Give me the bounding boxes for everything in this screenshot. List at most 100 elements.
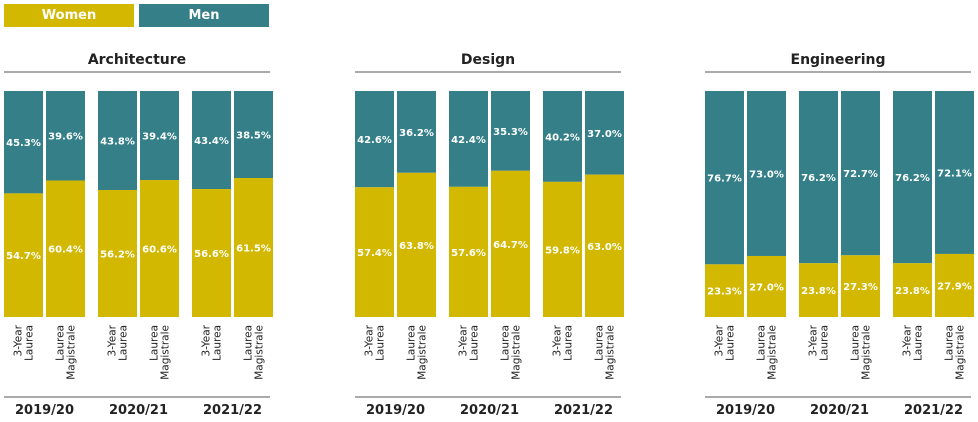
bar-design-2020-21-lm-category-label: LaureaMagistrale [500, 325, 523, 380]
bar-engineering-2021-22-3yr-men [893, 91, 932, 264]
bar-design-2021-22-lm-men-label: 37.0% [587, 129, 622, 140]
bar-design-2019-20-lm-category-label: LaureaMagistrale [406, 325, 429, 380]
bar-engineering-2021-22-lm-men [935, 91, 974, 254]
bar-design-2019-20-lm-men-label: 36.2% [399, 128, 434, 139]
bar-design-2019-20-3yr-women [355, 187, 394, 317]
bar-architecture-2020-21-3yr-men [98, 91, 137, 190]
bar-architecture-2021-22-3yr-category-label: 3-YearLaurea [201, 324, 224, 361]
bar-architecture-2019-20-3yr-category-label: 3-YearLaurea [13, 324, 36, 361]
bar-design-2019-20-3yr-men-label: 42.6% [357, 135, 392, 146]
bar-engineering-2020-21-3yr-women [799, 263, 838, 317]
bar-engineering-2020-21-3yr-men [799, 91, 838, 264]
bar-design-2020-21-lm-men [491, 91, 530, 171]
bar-engineering-2020-21-3yr-category-label: 3-YearLaurea [808, 324, 831, 361]
bar-engineering-2021-22-lm-category-label: LaureaMagistrale [944, 325, 967, 380]
bar-engineering-2020-21-3yr-men-label: 76.2% [801, 173, 836, 184]
bar-architecture-2019-20-lm-women [46, 180, 85, 317]
bar-engineering-2020-21-3yr-women-label: 23.8% [801, 286, 836, 297]
bar-design-2021-22-3yr-category-label: 3-YearLaurea [552, 324, 575, 361]
bar-engineering-2019-20-3yr-women-label: 23.3% [707, 287, 742, 298]
bar-design-2019-20-lm-women-label: 63.8% [399, 241, 434, 252]
bar-design-2020-21-3yr-women-label: 57.6% [451, 248, 486, 259]
bar-engineering-2021-22-lm-women-label: 27.9% [937, 281, 972, 292]
bar-design-2020-21-lm-women [491, 170, 530, 317]
panel-title-architecture: Architecture [88, 52, 186, 68]
bar-engineering-2019-20-3yr-men [705, 91, 744, 265]
bar-architecture-2020-21-3yr-category-label: 3-YearLaurea [107, 324, 130, 361]
bar-engineering-2021-22-3yr-men-label: 76.2% [895, 173, 930, 184]
bar-architecture-2021-22-3yr-men-label: 43.4% [194, 136, 229, 147]
bar-architecture-2019-20-3yr-women [4, 193, 43, 317]
bar-engineering-2020-21-lm-men-label: 72.7% [843, 169, 878, 180]
bar-engineering-2020-21-lm-women-label: 27.3% [843, 282, 878, 293]
year-label-design-2021-22: 2021/22 [554, 403, 613, 418]
bar-design-2021-22-3yr-men-label: 40.2% [545, 132, 580, 143]
bar-engineering-2019-20-lm-category-label: LaureaMagistrale [756, 325, 779, 380]
bar-architecture-2021-22-lm-women [234, 178, 273, 317]
bar-design-2021-22-3yr-women [543, 181, 582, 317]
year-label-design-2020-21: 2020/21 [460, 403, 519, 418]
bar-engineering-2019-20-3yr-category-label: 3-YearLaurea [714, 324, 737, 361]
bar-architecture-2019-20-lm-men-label: 39.6% [48, 132, 83, 143]
bar-design-2021-22-3yr-men [543, 91, 582, 182]
panel-title-design: Design [461, 52, 515, 68]
bar-design-2020-21-3yr-women [449, 186, 488, 317]
year-label-engineering-2020-21: 2020/21 [810, 403, 869, 418]
bar-architecture-2021-22-lm-men [234, 91, 273, 179]
bar-architecture-2020-21-3yr-women-label: 56.2% [100, 249, 135, 260]
bar-engineering-2019-20-3yr-men-label: 76.7% [707, 174, 742, 185]
bar-engineering-2019-20-lm-women-label: 27.0% [749, 282, 784, 293]
bar-design-2019-20-3yr-women-label: 57.4% [357, 248, 392, 259]
year-label-engineering-2021-22: 2021/22 [904, 403, 963, 418]
bar-design-2021-22-lm-men [585, 91, 624, 175]
bar-design-2021-22-lm-category-label: LaureaMagistrale [594, 325, 617, 380]
bar-architecture-2021-22-3yr-men [192, 91, 231, 190]
bar-design-2020-21-3yr-men-label: 42.4% [451, 135, 486, 146]
bar-architecture-2019-20-3yr-men [4, 91, 43, 194]
bar-engineering-2021-22-lm-women [935, 253, 974, 317]
bar-engineering-2019-20-lm-men [747, 91, 786, 256]
bar-architecture-2020-21-lm-category-label: LaureaMagistrale [149, 325, 172, 380]
bar-engineering-2019-20-lm-women [747, 255, 786, 317]
bar-design-2020-21-3yr-men [449, 91, 488, 187]
panel-title-engineering: Engineering [791, 52, 886, 68]
bar-engineering-2019-20-lm-men-label: 73.0% [749, 169, 784, 180]
year-label-architecture-2019-20: 2019/20 [15, 403, 74, 418]
bar-architecture-2019-20-lm-category-label: LaureaMagistrale [55, 325, 78, 380]
bar-architecture-2019-20-3yr-men-label: 45.3% [6, 138, 41, 149]
bar-design-2020-21-lm-women-label: 64.7% [493, 240, 528, 251]
bar-design-2019-20-lm-men [397, 91, 436, 173]
bar-engineering-2021-22-3yr-women [893, 263, 932, 317]
bar-design-2021-22-lm-women-label: 63.0% [587, 242, 622, 253]
bar-design-2021-22-3yr-women-label: 59.8% [545, 245, 580, 256]
bar-architecture-2020-21-lm-men-label: 39.4% [142, 132, 177, 143]
bar-architecture-2021-22-lm-category-label: LaureaMagistrale [243, 325, 266, 380]
bar-architecture-2020-21-3yr-men-label: 43.8% [100, 136, 135, 147]
year-label-architecture-2020-21: 2020/21 [109, 403, 168, 418]
bar-architecture-2020-21-3yr-women [98, 189, 137, 317]
bar-architecture-2020-21-lm-women-label: 60.6% [142, 245, 177, 256]
bar-design-2020-21-lm-men-label: 35.3% [493, 127, 528, 138]
bar-design-2020-21-3yr-category-label: 3-YearLaurea [458, 324, 481, 361]
bar-architecture-2019-20-3yr-women-label: 54.7% [6, 251, 41, 262]
legend-women: Women [4, 4, 134, 27]
bar-engineering-2019-20-3yr-women [705, 264, 744, 317]
bar-design-2019-20-3yr-category-label: 3-YearLaurea [364, 324, 387, 361]
bar-engineering-2020-21-lm-category-label: LaureaMagistrale [850, 325, 873, 380]
legend-men: Men [139, 4, 269, 27]
bar-design-2021-22-lm-women [585, 174, 624, 317]
bar-engineering-2020-21-lm-men [841, 91, 880, 256]
bar-architecture-2021-22-lm-women-label: 61.5% [236, 244, 271, 255]
year-label-engineering-2019-20: 2019/20 [716, 403, 775, 418]
year-label-architecture-2021-22: 2021/22 [203, 403, 262, 418]
bar-architecture-2021-22-3yr-women [192, 189, 231, 317]
bar-architecture-2021-22-lm-men-label: 38.5% [236, 131, 271, 142]
bar-design-2019-20-3yr-men [355, 91, 394, 188]
bar-architecture-2020-21-lm-women [140, 180, 179, 317]
bar-engineering-2021-22-3yr-women-label: 23.8% [895, 286, 930, 297]
bar-design-2019-20-lm-women [397, 172, 436, 317]
bar-architecture-2021-22-3yr-women-label: 56.6% [194, 249, 229, 260]
bar-engineering-2021-22-lm-men-label: 72.1% [937, 168, 972, 179]
bar-engineering-2021-22-3yr-category-label: 3-YearLaurea [902, 324, 925, 361]
